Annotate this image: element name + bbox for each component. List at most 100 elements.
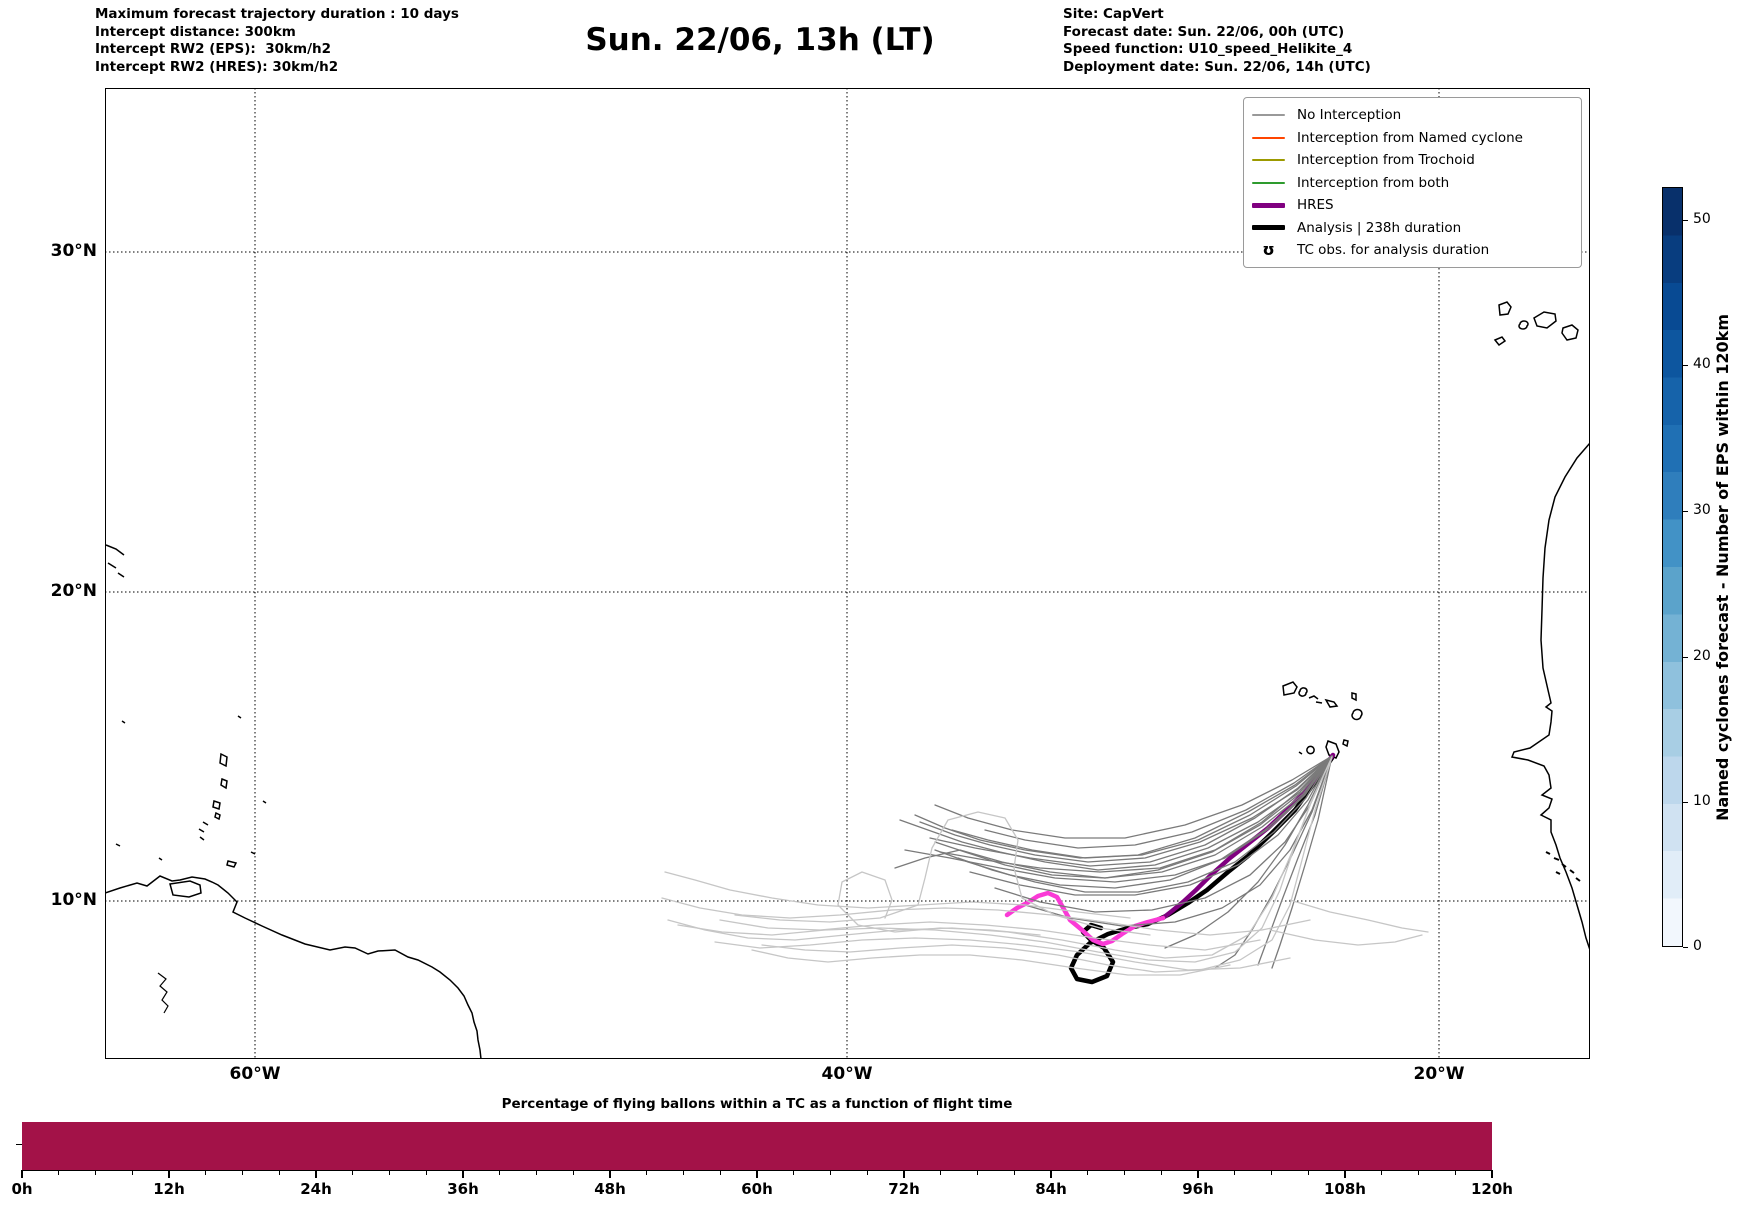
river-squiggle: [157, 972, 169, 1014]
bottom-axis-tick: [866, 1170, 868, 1175]
legend-row-no-interception: No Interception: [1252, 104, 1573, 127]
bottom-axis-tick: [756, 1170, 758, 1178]
bottom-axis-tick: [241, 1170, 244, 1175]
gridlines: [105, 88, 1590, 1059]
coastline-africa: [1510, 442, 1590, 951]
bottom-axis-tick: [278, 1170, 280, 1175]
trajectory-eps-dark: [969, 755, 1333, 896]
bottom-axis-tick: [1123, 1170, 1126, 1175]
bottom-axis-tick: [1454, 1170, 1456, 1175]
bottom-axis-tick: [1234, 1170, 1236, 1175]
trajectory-eps-dark: [904, 755, 1333, 883]
trajectory-eps-light: [751, 949, 1231, 976]
islands-canary: [1493, 301, 1579, 347]
bottom-axis-tick: [535, 1170, 538, 1175]
colorbar-tick-20: 20: [1693, 648, 1711, 664]
trajectory-eps-light: [661, 897, 1311, 936]
legend-label: HRES: [1297, 197, 1334, 214]
legend-line-swatch: [1252, 136, 1285, 139]
trajectory-eps-dark: [1164, 755, 1333, 949]
islands-capeverde: [1282, 681, 1363, 759]
bottom-axis-tick: [976, 1170, 979, 1175]
bottom-axis-tick: [168, 1170, 170, 1178]
legend-label: Interception from Trochoid: [1297, 152, 1475, 169]
trajectory-eps-dark: [1257, 755, 1333, 966]
legend-row-tc-obs-for-analysis-duration: ʊ TC obs. for analysis duration: [1252, 239, 1573, 262]
lon-label-20°W: 20°W: [1413, 1064, 1465, 1084]
bottom-axis-tick: [1307, 1170, 1309, 1175]
trajectory-eps-light: [1269, 929, 1423, 946]
bottom-axis-tick: [1491, 1170, 1493, 1178]
bottom-axis-tick: [131, 1170, 133, 1175]
info-block-right: Site: CapVert Forecast date: Sun. 22/06,…: [1063, 6, 1371, 75]
colorbar-tickmark: [1683, 656, 1688, 658]
islands-bahamas: [105, 170, 125, 578]
legend-row-interception-from-both: Interception from both: [1252, 172, 1573, 195]
colorbar-tick-40: 40: [1693, 356, 1711, 372]
colorbar-tickmark: [1683, 946, 1688, 948]
bottom-axis-tick: [1344, 1170, 1346, 1178]
bottom-axis-tick: [682, 1170, 685, 1175]
bottom-axis-ticklabel-84h: 84h: [1035, 1180, 1067, 1198]
legend-label: TC obs. for analysis duration: [1297, 242, 1490, 259]
trajectories: [661, 752, 1429, 985]
bottom-axis-tick: [21, 1170, 23, 1178]
trajectory-eps-dark: [894, 755, 1333, 879]
colorbar-tickmark: [1683, 510, 1688, 512]
bottom-axis-ticklabel-108h: 108h: [1324, 1180, 1366, 1198]
trajectory-eps-light: [1289, 899, 1429, 933]
bottom-axis-tick: [315, 1170, 317, 1178]
colorbar-tick-30: 30: [1693, 502, 1711, 518]
colorbar-label: Named cyclones forecast - Number of EPS …: [1712, 313, 1732, 821]
bottom-axis-ticklabel-0h: 0h: [11, 1180, 33, 1198]
bottom-axis-tick: [1160, 1170, 1162, 1175]
bottom-axis-tick: [1050, 1170, 1052, 1178]
trajectory-eps-dark: [1024, 755, 1333, 927]
bottom-axis-tick: [425, 1170, 427, 1175]
bottom-axis-tick: [609, 1170, 611, 1178]
legend-line-swatch: [1252, 159, 1285, 162]
lat-label-10°N: 10°N: [50, 890, 97, 910]
tc-observation-icon: ʊ: [1262, 240, 1275, 260]
bottom-axis-tick: [388, 1170, 391, 1175]
bottom-axis-tick: [1087, 1170, 1089, 1175]
legend-row-interception-from-trochoid: Interception from Trochoid: [1252, 149, 1573, 172]
lat-label-20°N: 20°N: [50, 581, 97, 601]
coastlines: [105, 170, 1590, 1059]
trajectory-eps-dark: [1214, 755, 1333, 969]
legend-line-swatch: [1252, 202, 1285, 208]
coastline-south-america: [105, 875, 482, 1059]
bottom-axis-ticklabel-96h: 96h: [1182, 1180, 1214, 1198]
colorbar-tickmark: [1683, 219, 1688, 221]
legend-label: Analysis | 238h duration: [1297, 219, 1462, 236]
trajectory-eps-dark: [1271, 755, 1333, 969]
bottom-axis-tick: [1417, 1170, 1420, 1175]
bottom-axis-ticklabel-60h: 60h: [741, 1180, 773, 1198]
bottom-axis-tick: [58, 1170, 60, 1175]
bottom-chart-ytick: [16, 1144, 22, 1146]
colorbar-tick-0: 0: [1693, 938, 1702, 954]
lon-label-40°W: 40°W: [821, 1064, 873, 1084]
bottom-axis-tick: [462, 1170, 464, 1178]
lat-label-30°N: 30°N: [50, 241, 97, 261]
bottom-axis-ticklabel-24h: 24h: [300, 1180, 332, 1198]
info-block-left: Maximum forecast trajectory duration : 1…: [95, 6, 459, 75]
colorbar-tickmark: [1683, 364, 1688, 366]
bottom-axis-ticklabel-12h: 12h: [153, 1180, 185, 1198]
legend-label: No Interception: [1297, 107, 1402, 124]
bottom-axis-tick: [1197, 1170, 1199, 1178]
bottom-axis-tick: [1013, 1170, 1015, 1175]
bottom-axis-ticklabel-120h: 120h: [1471, 1180, 1513, 1198]
bottom-axis-tick: [94, 1170, 97, 1175]
map-legend: No Interception Interception from Named c…: [1243, 97, 1582, 268]
bottom-axis-tick: [1381, 1170, 1383, 1175]
legend-line-swatch: [1252, 181, 1285, 184]
trajectory-eps-dark: [934, 755, 1333, 839]
trajectory-eps-dark: [899, 755, 1333, 871]
bottom-axis-ticklabel-48h: 48h: [594, 1180, 626, 1198]
bottom-axis-tick: [829, 1170, 832, 1175]
bottom-axis-tick: [719, 1170, 721, 1175]
bottom-axis-tick: [1270, 1170, 1273, 1175]
islands-antilles: [115, 715, 267, 861]
